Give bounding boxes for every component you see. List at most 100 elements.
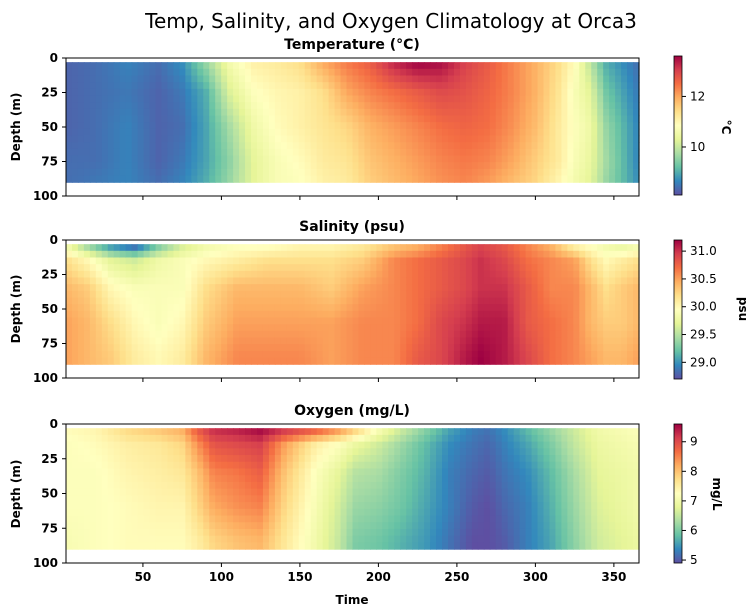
heatmap-cell <box>125 461 133 470</box>
heatmap-cell <box>328 535 336 543</box>
heatmap-cell <box>388 142 395 150</box>
heatmap-cell <box>316 175 324 183</box>
heatmap-cell <box>71 535 79 543</box>
heatmap-cell <box>453 244 461 252</box>
heatmap-cell <box>507 68 515 77</box>
heatmap-cell <box>603 75 610 83</box>
y-tick-label: 50 <box>41 302 58 316</box>
heatmap-cell <box>131 75 139 83</box>
heatmap-cell <box>233 508 240 517</box>
heatmap-cell <box>615 257 622 265</box>
heatmap-cell <box>483 257 491 265</box>
heatmap-cell <box>531 75 539 83</box>
heatmap-cell <box>149 515 157 523</box>
heatmap-cell <box>489 290 497 299</box>
heatmap-cell <box>280 310 288 319</box>
heatmap-cell <box>191 357 198 365</box>
heatmap-cell <box>448 528 455 537</box>
heatmap-cell <box>418 535 425 543</box>
heatmap-cell <box>388 155 395 163</box>
heatmap-cell <box>149 264 157 272</box>
heatmap-cell <box>615 284 622 292</box>
heatmap-cell <box>101 448 109 456</box>
heatmap-cell <box>537 330 545 339</box>
heatmap-cell <box>507 270 515 279</box>
heatmap-cell <box>215 481 222 490</box>
heatmap-cell <box>107 488 115 496</box>
heatmap-cell <box>448 162 455 170</box>
heatmap-cell <box>215 468 222 476</box>
heatmap-cell <box>107 337 115 345</box>
heatmap-cell <box>531 528 539 537</box>
heatmap-cell <box>597 135 604 143</box>
heatmap-cell <box>501 250 509 259</box>
heatmap-cell <box>615 304 622 312</box>
heatmap-cell <box>465 162 473 170</box>
heatmap-cell <box>179 270 186 279</box>
heatmap-cell <box>501 297 509 305</box>
heatmap-cell <box>203 330 210 339</box>
heatmap-cell <box>83 330 91 339</box>
heatmap-cell <box>221 297 228 305</box>
heatmap-cell <box>292 155 300 163</box>
heatmap-cell <box>406 95 413 103</box>
heatmap-cell <box>113 82 121 90</box>
heatmap-cell <box>239 168 246 177</box>
heatmap-cell <box>280 448 288 456</box>
heatmap-cell <box>66 62 73 70</box>
heatmap-cell <box>197 244 204 252</box>
heatmap-cell <box>161 337 169 345</box>
heatmap-cell <box>155 535 163 543</box>
heatmap-cell <box>453 495 461 503</box>
heatmap-cell <box>603 310 610 319</box>
heatmap-cell <box>477 257 485 265</box>
heatmap-cell <box>203 448 210 456</box>
heatmap-cell <box>465 515 473 523</box>
heatmap-cell <box>113 428 121 436</box>
heatmap-cell <box>477 88 485 97</box>
heatmap-cell <box>113 337 121 345</box>
heatmap-cell <box>66 155 73 163</box>
heatmap-cell <box>549 128 557 137</box>
heatmap-cell <box>221 304 228 312</box>
heatmap-cell <box>370 515 377 523</box>
heatmap-cell <box>424 88 431 97</box>
heatmap-cell <box>239 468 246 476</box>
heatmap-cell <box>77 304 85 312</box>
heatmap-cell <box>101 168 109 177</box>
heatmap-cell <box>268 168 276 177</box>
heatmap-cell <box>591 68 598 77</box>
heatmap-cell <box>388 448 395 456</box>
heatmap-cell <box>268 244 276 252</box>
heatmap-cell <box>555 277 563 285</box>
heatmap-cell <box>167 428 175 436</box>
heatmap-cell <box>221 250 228 259</box>
heatmap-cell <box>442 122 449 130</box>
heatmap-cell <box>412 324 419 332</box>
heatmap-cell <box>328 337 336 345</box>
heatmap-cell <box>525 337 533 345</box>
heatmap-cell <box>328 304 336 312</box>
heatmap-cell <box>251 135 258 143</box>
heatmap-cell <box>161 244 169 252</box>
heatmap-cell <box>459 317 467 325</box>
heatmap-cell <box>477 264 485 272</box>
heatmap-cell <box>77 142 85 150</box>
heatmap-cell <box>101 337 109 345</box>
heatmap-cell <box>513 441 521 449</box>
heatmap-cell <box>573 95 580 103</box>
heatmap-cell <box>203 481 210 490</box>
heatmap-cell <box>268 62 276 70</box>
heatmap-cell <box>107 270 115 279</box>
heatmap-cell <box>239 488 246 496</box>
heatmap-cell <box>77 455 85 463</box>
heatmap-cell <box>549 508 557 517</box>
heatmap-cell <box>167 535 175 543</box>
heatmap-cell <box>77 495 85 503</box>
heatmap-cell <box>274 88 282 97</box>
heatmap-cell <box>334 461 342 470</box>
heatmap-cell <box>125 135 133 143</box>
heatmap-cell <box>501 264 509 272</box>
heatmap-cell <box>603 284 610 292</box>
heatmap-cell <box>340 448 348 456</box>
